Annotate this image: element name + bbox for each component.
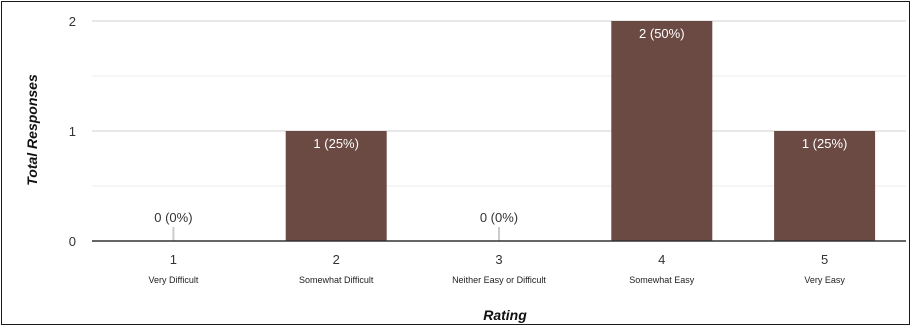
gridlines [92,20,906,187]
x-tick-label: 5 [821,252,828,267]
x-tick-description: Somewhat Easy [629,275,695,285]
data-label: 0 (0%) [480,210,518,225]
data-label: 1 (25%) [802,136,848,151]
data-label: 2 (50%) [639,26,685,41]
x-tick-description: Very Difficult [148,275,198,285]
bar [774,131,876,241]
data-labels: 0 (0%) 1 (25%) 0 (0%) 2 (50%) 1 (25%) [154,26,847,225]
bar [611,21,713,241]
x-tick-description: Neither Easy or Difficult [452,275,546,285]
data-label: 1 (25%) [313,136,359,151]
y-tick-label: 1 [69,124,76,139]
x-tick-label: 1 [170,252,177,267]
y-tick-label: 2 [69,14,76,29]
y-tick-label: 0 [69,234,76,249]
x-tick-labels: 1 Very Difficult 2 Somewhat Difficult 3 Neith… [148,252,845,285]
x-axis-title: Rating [483,307,527,323]
x-tick-label: 4 [658,252,665,267]
x-tick-description: Very Easy [804,275,845,285]
x-tick-label: 3 [495,252,502,267]
x-tick-description: Somewhat Difficult [299,275,374,285]
bar [285,131,387,241]
bars [172,21,876,241]
data-label: 0 (0%) [154,210,192,225]
y-tick-labels: 0 1 2 [69,14,76,249]
y-axis-title: Total Responses [24,74,40,186]
x-tick-label: 2 [333,252,340,267]
